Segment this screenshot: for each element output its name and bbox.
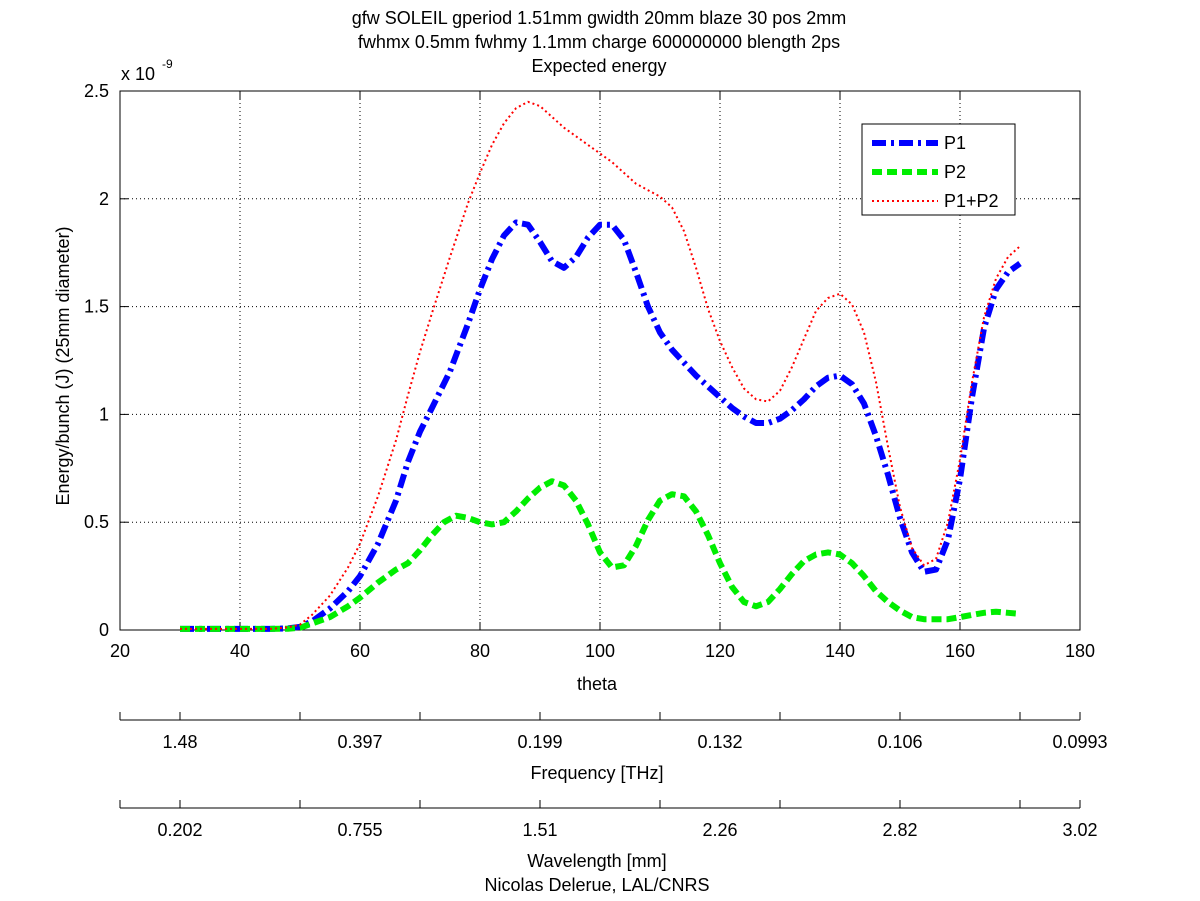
y-tick-label: 0.5 (84, 512, 109, 532)
x-tick-label: 40 (230, 641, 250, 661)
secondary-axis-tick-label: 0.755 (337, 820, 382, 840)
series-line-p1 (180, 219, 1022, 632)
y-axis: 0 0.5 1 1.5 2 2.5 (84, 81, 1080, 640)
frequency-axis-label: Frequency [THz] (530, 763, 663, 783)
y-multiplier-base: x 10 (121, 64, 155, 84)
x-tick-label: 180 (1065, 641, 1095, 661)
secondary-axis-tick-label: 2.26 (702, 820, 737, 840)
secondary-axis-tick-label: 0.132 (697, 732, 742, 752)
wavelength-axis: 0.202 0.755 1.51 2.26 2.82 3.02 (119, 800, 1098, 840)
x-tick-label: 60 (350, 641, 370, 661)
secondary-axis-tick-label: 0.199 (517, 732, 562, 752)
secondary-axis-tick-label: 1.51 (522, 820, 557, 840)
secondary-axis-tick-label: 1.48 (162, 732, 197, 752)
credit-text: Nicolas Delerue, LAL/CNRS (484, 875, 709, 895)
secondary-axis-tick-label: 3.02 (1062, 820, 1097, 840)
title-line-2: fwhmx 0.5mm fwhmy 1.1mm charge 600000000… (358, 32, 840, 52)
x-tick-label: 140 (825, 641, 855, 661)
secondary-axis-tick-label: 0.106 (877, 732, 922, 752)
y-multiplier-exp: -9 (162, 57, 173, 71)
frequency-axis: 1.48 0.397 0.199 0.132 0.106 0.0993 (119, 712, 1108, 752)
legend-label-p1: P1 (944, 133, 966, 153)
legend-label-p1p2: P1+P2 (944, 191, 999, 211)
x-tick-label: 80 (470, 641, 490, 661)
y-tick-label: 1 (99, 404, 109, 424)
x-tick-label: 160 (945, 641, 975, 661)
secondary-axis-tick-label: 0.202 (157, 820, 202, 840)
secondary-axis-tick-label: 0.397 (337, 732, 382, 752)
x-tick-label: 100 (585, 641, 615, 661)
title-line-3: Expected energy (531, 56, 666, 76)
title-line-1: gfw SOLEIL gperiod 1.51mm gwidth 20mm bl… (352, 8, 847, 28)
series-line-p2 (180, 478, 1021, 632)
x-tick-label: 120 (705, 641, 735, 661)
legend-label-p2: P2 (944, 162, 966, 182)
y-tick-label: 0 (99, 620, 109, 640)
y-tick-label: 1.5 (84, 297, 109, 317)
secondary-axis-tick-label: 2.82 (882, 820, 917, 840)
y-axis-label: Energy/bunch (J) (25mm diameter) (53, 226, 73, 505)
x-tick-label: 20 (110, 641, 130, 661)
x-axis: 20 40 60 80 100 120 140 160 180 (110, 91, 1095, 661)
series-group (180, 100, 1022, 632)
secondary-axis-tick-label: 0.0993 (1052, 732, 1107, 752)
wavelength-axis-label: Wavelength [mm] (527, 851, 666, 871)
y-tick-label: 2 (99, 189, 109, 209)
series-line-p1p2 (180, 100, 1021, 630)
y-tick-label: 2.5 (84, 81, 109, 101)
x-axis-label: theta (577, 674, 618, 694)
legend: P1 P2 P1+P2 (861, 123, 1016, 216)
